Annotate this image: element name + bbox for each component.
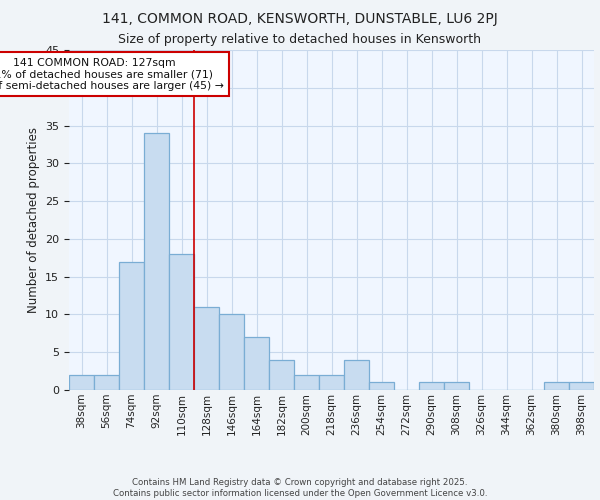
Bar: [369, 382, 394, 390]
Text: 141 COMMON ROAD: 127sqm
← 61% of detached houses are smaller (71)
38% of semi-de: 141 COMMON ROAD: 127sqm ← 61% of detache…: [0, 58, 224, 91]
Bar: [194, 307, 219, 390]
Bar: [569, 382, 594, 390]
Bar: [119, 262, 144, 390]
Bar: [544, 382, 569, 390]
Bar: [69, 375, 94, 390]
Bar: [144, 133, 169, 390]
Bar: [419, 382, 444, 390]
Text: Contains HM Land Registry data © Crown copyright and database right 2025.
Contai: Contains HM Land Registry data © Crown c…: [113, 478, 487, 498]
Bar: [94, 375, 119, 390]
Bar: [244, 337, 269, 390]
Bar: [294, 375, 319, 390]
Bar: [169, 254, 194, 390]
Y-axis label: Number of detached properties: Number of detached properties: [26, 127, 40, 313]
Bar: [219, 314, 244, 390]
Text: 141, COMMON ROAD, KENSWORTH, DUNSTABLE, LU6 2PJ: 141, COMMON ROAD, KENSWORTH, DUNSTABLE, …: [102, 12, 498, 26]
Bar: [444, 382, 469, 390]
Bar: [269, 360, 294, 390]
Bar: [319, 375, 344, 390]
Bar: [344, 360, 369, 390]
Text: Size of property relative to detached houses in Kensworth: Size of property relative to detached ho…: [119, 32, 482, 46]
